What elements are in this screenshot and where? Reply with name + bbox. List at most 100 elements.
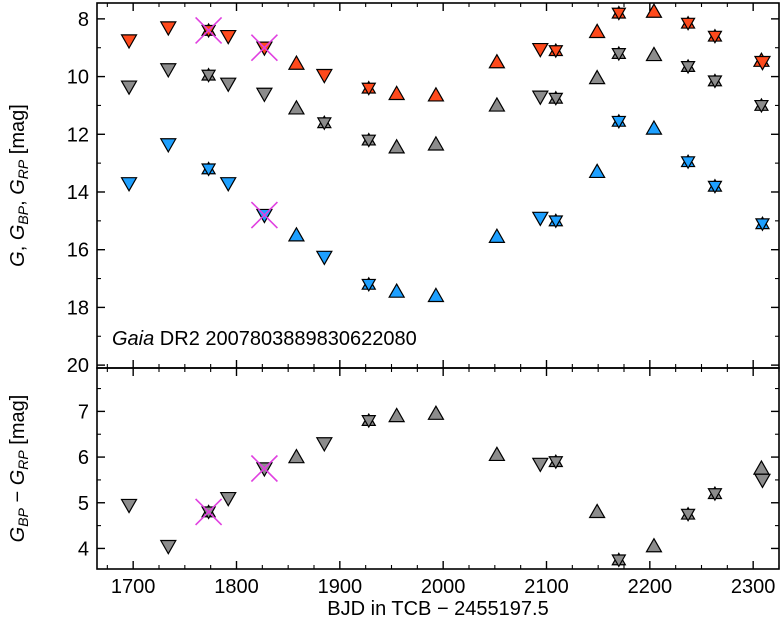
marker-down-triangle [159, 138, 177, 154]
marker-down-triangle [159, 63, 177, 79]
rejected-cross-mark [250, 454, 278, 483]
y-tick-label: 20 [67, 355, 89, 377]
marker-down-triangle [120, 80, 138, 96]
rejected-cross-mark [250, 34, 278, 62]
marker-down-triangle [707, 30, 723, 44]
marker-up-triangle [388, 282, 406, 298]
data-point [707, 178, 723, 194]
data-point [219, 491, 237, 507]
y-tick-label: 16 [67, 240, 89, 262]
marker-down-triangle [531, 211, 549, 227]
y-tick-label: 12 [67, 124, 89, 146]
data-point [611, 45, 627, 62]
source-id-annotation: Gaia DR2 2007803889830622080 [112, 328, 417, 350]
data-point [548, 90, 564, 106]
marker-down-triangle [548, 456, 564, 470]
data-point [548, 453, 564, 470]
y-axis-label: GBP − GRP [mag] [7, 395, 31, 543]
data-point [315, 68, 333, 84]
y-tick-label: 7 [78, 401, 89, 423]
marker-down-triangle [361, 415, 377, 429]
x-tick-label: 1800 [214, 576, 259, 598]
data-point [287, 99, 305, 115]
data-point [361, 80, 377, 96]
data-point [680, 506, 696, 522]
data-point [120, 498, 138, 514]
marker-down-triangle [548, 92, 564, 106]
data-point [315, 250, 333, 266]
marker-down-triangle [316, 117, 332, 131]
marker-down-triangle [754, 218, 771, 232]
marker-down-triangle [120, 498, 138, 514]
data-point [488, 53, 506, 69]
data-point [195, 498, 223, 526]
marker-down-triangle [680, 156, 696, 170]
marker-down-triangle [707, 75, 723, 89]
data-point [361, 132, 377, 148]
data-point [588, 503, 606, 519]
data-point [255, 87, 273, 103]
data-point [488, 228, 506, 243]
marker-down-triangle [531, 42, 549, 58]
data-point [287, 226, 305, 242]
data-point [195, 16, 223, 44]
marker-down-triangle [361, 278, 377, 293]
data-point [427, 287, 445, 303]
marker-up-triangle [488, 96, 506, 112]
marker-down-triangle [611, 115, 627, 130]
rejected-cross-mark [250, 201, 278, 229]
marker-down-triangle [548, 215, 564, 229]
magnitude-panel: 8 10 12 14 16 18 20 G, GBP, GRP [mag] Gaia DR2 2… [7, 2, 780, 377]
data-point [219, 177, 237, 193]
marker-up-triangle [752, 459, 770, 475]
data-point [588, 23, 606, 39]
marker-down-triangle [753, 473, 772, 489]
marker-up-triangle [427, 404, 445, 420]
marker-up-triangle [488, 53, 506, 69]
data-point [250, 454, 278, 483]
x-axis-label: BJD in TCB − 2455197.5 [327, 598, 548, 620]
marker-down-triangle [219, 177, 237, 193]
data-point [388, 407, 406, 423]
data-point [250, 201, 278, 229]
marker-down-triangle [680, 508, 696, 522]
marker-down-triangle [680, 61, 696, 75]
marker-up-triangle [388, 407, 406, 423]
marker-down-triangle [531, 90, 549, 106]
data-point [548, 213, 564, 229]
marker-up-triangle [388, 138, 406, 154]
data-point [548, 42, 564, 59]
data-point [159, 21, 177, 37]
marker-down-triangle [315, 250, 333, 266]
data-point [645, 537, 663, 553]
x-tick-label: 2300 [731, 576, 776, 598]
marker-up-triangle [287, 226, 305, 242]
marker-up-triangle [645, 119, 663, 135]
marker-down-triangle [548, 45, 564, 59]
marker-up-triangle [427, 135, 445, 151]
marker-down-triangle [611, 554, 627, 568]
data-point [680, 58, 696, 75]
y-tick-label: 18 [67, 297, 89, 319]
marker-up-triangle [388, 85, 406, 101]
marker-down-triangle [361, 134, 377, 148]
data-point [588, 69, 606, 85]
marker-down-triangle [315, 68, 333, 84]
marker-up-triangle [645, 46, 663, 62]
data-point [753, 473, 772, 489]
data-point [645, 46, 663, 62]
data-point [645, 119, 663, 135]
marker-down-triangle [753, 55, 772, 71]
y-tick-label: 5 [78, 493, 89, 515]
data-point [531, 42, 549, 58]
data-point [488, 446, 506, 462]
data-point [753, 55, 772, 71]
marker-up-triangle [488, 228, 506, 243]
marker-down-triangle [219, 491, 237, 507]
plot-frame [96, 2, 780, 369]
data-point [707, 28, 723, 44]
marker-down-triangle [201, 69, 217, 83]
data-point [159, 63, 177, 79]
data-point [219, 29, 237, 45]
